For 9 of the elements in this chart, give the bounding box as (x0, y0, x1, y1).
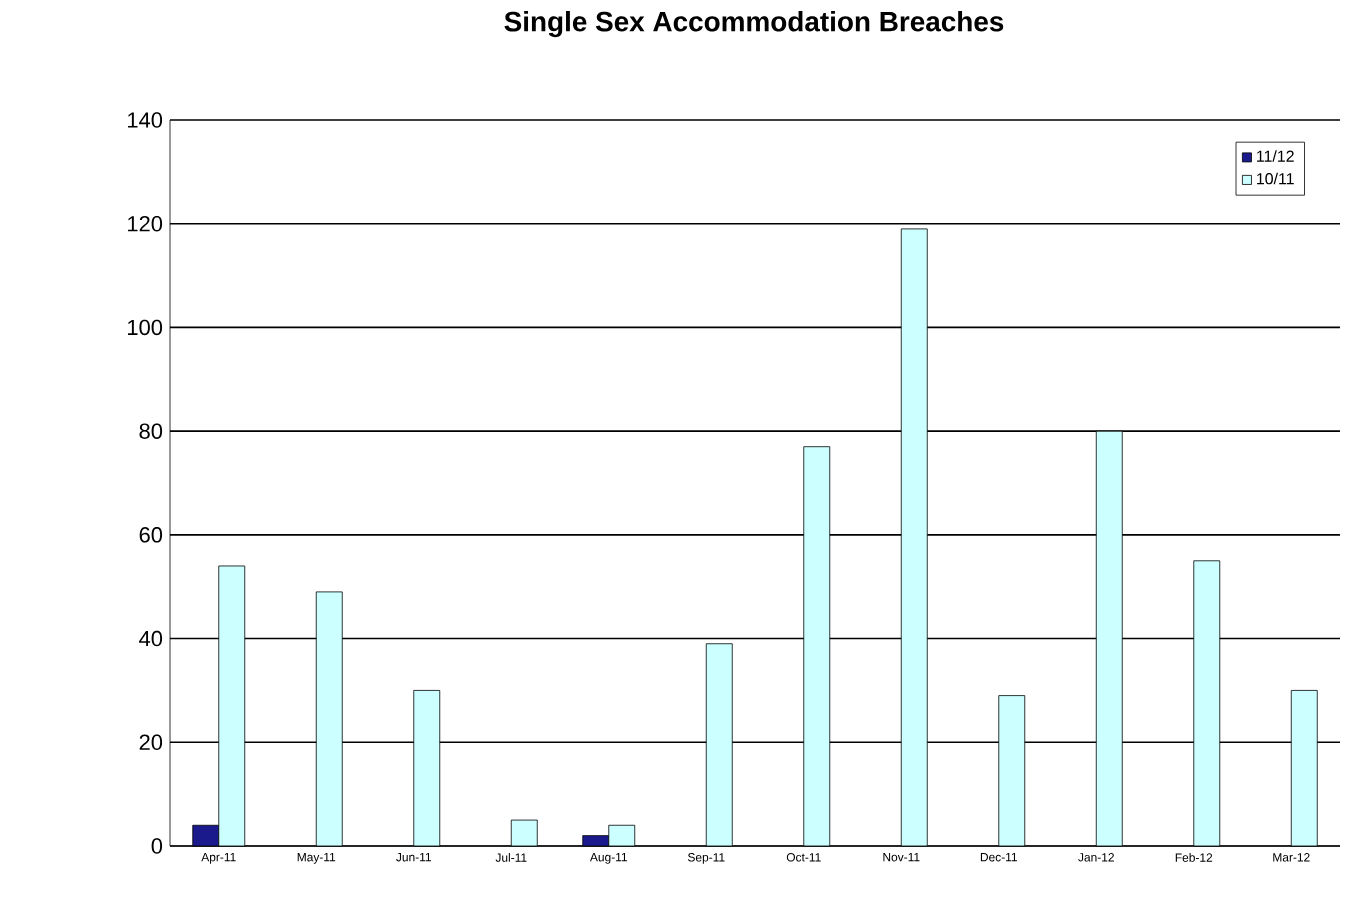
y-tick-label: 80 (139, 423, 163, 439)
y-tick-label: 100 (128, 319, 163, 336)
y-tick-label: 120 (128, 215, 163, 232)
y-tick-label: 140 (128, 112, 163, 128)
chart-title: Single Sex Accommodation Breaches (504, 11, 1004, 38)
y-tick-label: 60 (139, 527, 163, 543)
y-tick-label: 20 (139, 734, 163, 751)
y-tick-label: 0 (151, 838, 163, 854)
y-tick-label: 40 (139, 630, 163, 647)
